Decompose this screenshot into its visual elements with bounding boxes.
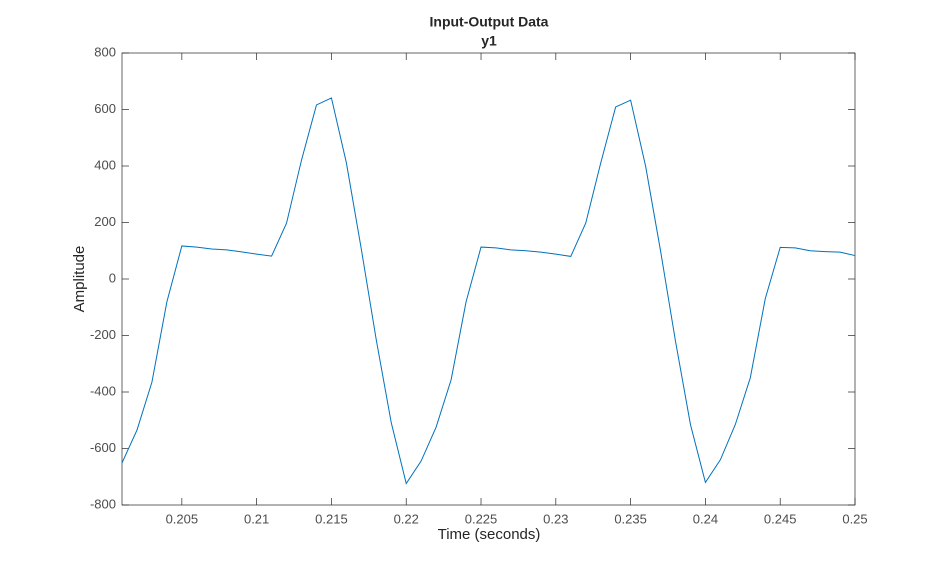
y-tick-label: -200 — [90, 327, 116, 342]
y-axis-label: Amplitude — [71, 246, 88, 313]
y-tick-label: 400 — [94, 157, 116, 172]
y-tick-label: -600 — [90, 440, 116, 455]
x-tick-label: 0.24 — [693, 511, 718, 526]
y-tick-label: 800 — [94, 44, 116, 59]
x-tick-label: 0.225 — [465, 511, 498, 526]
x-tick-label: 0.215 — [315, 511, 348, 526]
data-line — [121, 97, 856, 485]
x-tick-label: 0.23 — [543, 511, 568, 526]
axes-box — [121, 52, 856, 506]
chart-title: Input-Output Data — [430, 14, 549, 30]
y-tick-label: 200 — [94, 214, 116, 229]
chart-subtitle: y1 — [481, 33, 497, 49]
x-tick-label: 0.25 — [842, 511, 867, 526]
y-tick-label: 0 — [109, 270, 116, 285]
x-tick-label: 0.235 — [614, 511, 647, 526]
y-tick-label: -400 — [90, 383, 116, 398]
x-axis-label: Time (seconds) — [438, 526, 541, 543]
x-tick-label: 0.21 — [244, 511, 269, 526]
x-tick-label: 0.205 — [166, 511, 199, 526]
x-tick-label: 0.245 — [764, 511, 797, 526]
y-tick-label: -800 — [90, 496, 116, 511]
x-tick-label: 0.22 — [394, 511, 419, 526]
y-tick-label: 600 — [94, 101, 116, 116]
